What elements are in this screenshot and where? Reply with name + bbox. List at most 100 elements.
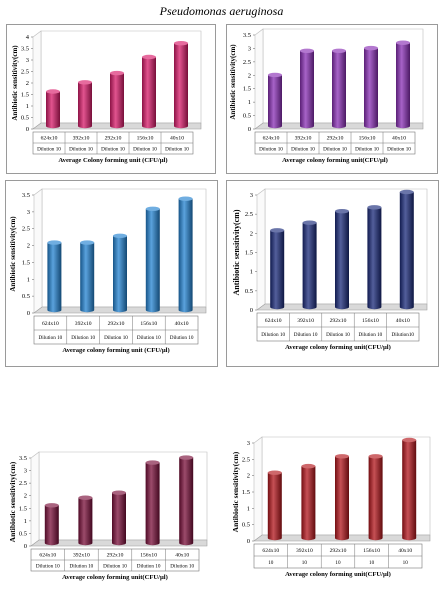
y-tick-label: 2.5 <box>19 480 27 487</box>
y-tick-label: 1 <box>248 99 251 106</box>
bar <box>268 72 282 129</box>
y-tick-label: 1 <box>247 505 250 512</box>
y-tick-label: 0 <box>26 126 29 133</box>
page-title: Pseudomonas aeruginosa <box>159 4 284 18</box>
x-tick-label: 292x10 <box>327 136 344 142</box>
bar <box>78 80 92 129</box>
bar-body <box>268 74 282 129</box>
y-tick-label: 2 <box>27 243 30 250</box>
bar-top <box>367 205 382 210</box>
bar <box>364 45 378 129</box>
y-tick-label: 0.5 <box>21 115 29 122</box>
bar <box>174 41 188 129</box>
x-tick-label: 624x10 <box>265 318 282 324</box>
chart-svg: 0 0.5 1 1.5 2 2.5 3 3.5 624x10 Dilution 10 392x10 D… <box>229 28 424 164</box>
y-tick-label: 3 <box>27 209 30 216</box>
dilution-label: 10 <box>268 560 274 566</box>
x-tick-label: 392x10 <box>75 321 92 327</box>
y-tick-label: 3.5 <box>19 455 27 462</box>
dilution-label: Dilution 10 <box>137 335 161 341</box>
y-tick-label: 2.5 <box>21 69 29 76</box>
x-tick-label: 40x10 <box>392 136 406 142</box>
bar-top <box>44 503 59 508</box>
bar-body <box>179 457 194 546</box>
y-axis-label: Antibiotic sensitivity(cm) <box>11 45 19 121</box>
dilution-label: Dilution 10 <box>323 147 347 153</box>
dilution-label: Dilution 10 <box>133 147 157 153</box>
bar <box>44 503 59 546</box>
bar <box>145 460 160 546</box>
y-tick-label: 1.5 <box>242 489 250 496</box>
y-tick-label: 2.5 <box>22 226 30 233</box>
plot-side-wall <box>254 28 264 130</box>
y-axis-label: Antibiotic sensitivity(cm) <box>232 209 241 295</box>
bar-top <box>179 455 194 460</box>
y-tick-label: 1 <box>250 269 253 276</box>
x-tick-label: 40x10 <box>175 321 189 327</box>
y-tick-label: 2 <box>26 80 29 87</box>
y-tick-label: 1 <box>24 518 27 525</box>
bar-top <box>402 437 417 443</box>
y-tick-label: 1.5 <box>243 86 251 93</box>
x-tick-label: 392x10 <box>296 548 313 554</box>
bar-body <box>47 242 62 313</box>
dilution-label: Dilution 10 <box>387 147 411 153</box>
y-tick-label: 0.5 <box>22 293 30 300</box>
bar-top <box>399 189 414 195</box>
bar-body <box>402 440 417 541</box>
plot-side-wall <box>253 436 263 542</box>
bar-top <box>46 89 60 94</box>
dilution-label: 10 <box>403 560 409 566</box>
x-axis-label: Average colony forming unit(CFU/µl) <box>285 571 391 578</box>
chart-panel-top-left: 0 0.5 1 1.5 2 2.5 3 3.5 4 624x10 Dilution 10 392x10… <box>6 24 216 174</box>
bar-body <box>112 492 127 546</box>
chart-svg: 0 0.5 1 1.5 2 2.5 3 624x10 Dilution 10 392x10 Dilu… <box>232 188 428 351</box>
bar-body <box>364 48 378 129</box>
bar-body <box>332 50 346 129</box>
y-tick-label: 3 <box>248 45 251 52</box>
y-tick-label: 0 <box>24 543 27 550</box>
dilution-label: Dilution 10 <box>291 147 315 153</box>
y-axis-label: Antibiotic sensitivity(cm) <box>8 461 17 542</box>
bar-top <box>267 470 282 475</box>
bar-body <box>78 497 93 546</box>
y-tick-label: 2 <box>248 72 251 79</box>
bar-top <box>78 80 92 85</box>
bar <box>302 220 317 310</box>
bar-top <box>332 48 346 53</box>
dilution-label: Dilution 10 <box>259 147 283 153</box>
x-tick-label: 40x10 <box>396 318 410 324</box>
bar-body <box>300 50 314 129</box>
bar-top <box>145 460 160 465</box>
chart-panel-bottom-right: 0 0.5 1 1.5 2 2.5 3 624x10 10 392x10 10 292x10 10 156… <box>226 435 441 587</box>
x-tick-label: 392x10 <box>73 553 90 559</box>
x-axis-label: Average Colony forming unit (CFU/µl) <box>58 157 167 164</box>
y-tick-label: 1 <box>26 103 29 110</box>
y-tick-label: 3.5 <box>243 32 251 39</box>
bar <box>300 48 314 129</box>
dilution-label: Dilution 10 <box>103 564 127 570</box>
plot-side-wall <box>30 451 40 547</box>
bar-body <box>270 230 285 310</box>
x-tick-label: 624x10 <box>41 136 58 142</box>
bar-body <box>78 82 92 129</box>
y-tick-label: 3 <box>24 468 27 475</box>
chart-svg: 0 0.5 1 1.5 2 2.5 3 624x10 10 392x10 10 292x10 10 156… <box>231 436 431 578</box>
y-tick-label: 0.5 <box>19 530 27 537</box>
dilution-label: Dilution 10 <box>70 564 94 570</box>
bar <box>145 206 160 313</box>
y-tick-label: 1.5 <box>21 92 29 99</box>
bar-body <box>44 505 59 546</box>
y-tick-label: 2.5 <box>243 59 251 66</box>
bar-body <box>367 207 382 310</box>
dilution-label: Dilution 10 <box>359 332 383 338</box>
bar-body <box>174 43 188 129</box>
bar-body <box>113 235 128 313</box>
x-axis-label: Average colony forming unit(CFU/µl) <box>282 157 388 164</box>
y-tick-label: 0.5 <box>245 288 253 295</box>
bar-top <box>335 208 349 214</box>
dilution-label: Dilution 10 <box>37 147 61 153</box>
y-axis-label: Antibiotic sensitivity(cm) <box>231 451 240 532</box>
chart-panel-middle-left: 0 0.5 1 1.5 2 2.5 3 3.5 624x10 Dilution 10 392x10 D… <box>5 180 218 367</box>
y-tick-label: 3.5 <box>22 192 30 199</box>
